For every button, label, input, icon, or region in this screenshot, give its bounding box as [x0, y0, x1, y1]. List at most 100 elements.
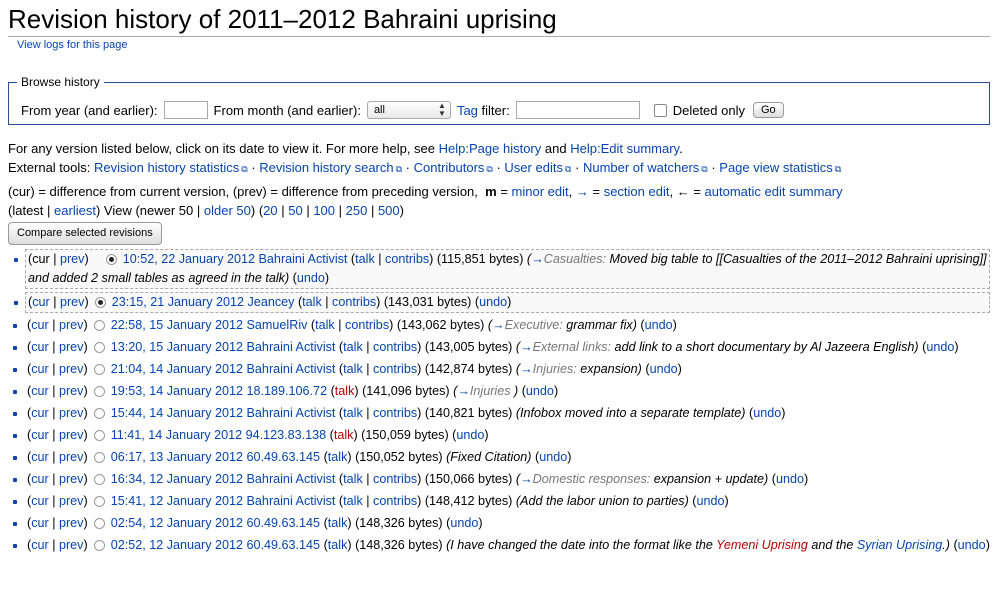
- external-tool-link[interactable]: Revision history statistics: [94, 160, 240, 175]
- user-link[interactable]: Bahraini Activist: [246, 494, 336, 508]
- earliest-link[interactable]: earliest: [54, 203, 96, 218]
- undo-link[interactable]: undo: [450, 516, 479, 530]
- user-talk-link[interactable]: talk: [302, 295, 322, 309]
- cur-link[interactable]: cur: [31, 494, 49, 508]
- limit-link[interactable]: 250: [345, 203, 368, 218]
- from-year-input[interactable]: [163, 101, 208, 119]
- user-talk-link[interactable]: talk: [343, 406, 363, 420]
- tag-filter-input[interactable]: [515, 101, 640, 119]
- user-contribs-link[interactable]: contribs: [373, 472, 418, 486]
- cur-link[interactable]: cur: [31, 362, 49, 376]
- revision-date-link[interactable]: 02:54, 12 January 2012: [110, 516, 244, 530]
- cur-link[interactable]: cur: [31, 318, 49, 332]
- summary-link[interactable]: Yemeni Uprising: [716, 538, 808, 552]
- oldid-radio[interactable]: [93, 386, 105, 397]
- section-arrow-icon[interactable]: →: [457, 384, 470, 398]
- cur-link[interactable]: cur: [31, 516, 49, 530]
- user-contribs-link[interactable]: contribs: [385, 252, 430, 266]
- cur-link[interactable]: cur: [31, 384, 49, 398]
- revision-date-link[interactable]: 06:17, 13 January 2012: [110, 450, 244, 464]
- older-link[interactable]: older 50: [203, 203, 251, 218]
- limit-link[interactable]: 500: [377, 203, 400, 218]
- undo-link[interactable]: undo: [649, 362, 678, 376]
- user-contribs-link[interactable]: contribs: [373, 362, 418, 376]
- user-link[interactable]: SamuelRiv: [246, 318, 308, 332]
- prev-link[interactable]: prev: [58, 450, 84, 464]
- user-link[interactable]: Bahraini Activist: [246, 406, 336, 420]
- oldid-radio[interactable]: [93, 320, 105, 331]
- user-link[interactable]: 60.49.63.145: [246, 516, 321, 530]
- user-contribs-link[interactable]: contribs: [332, 295, 377, 309]
- oldid-radio[interactable]: [93, 518, 105, 529]
- prev-link[interactable]: prev: [58, 384, 84, 398]
- user-talk-link[interactable]: talk: [355, 252, 375, 266]
- user-link[interactable]: Jeancey: [247, 295, 295, 309]
- prev-link[interactable]: prev: [58, 318, 84, 332]
- user-contribs-link[interactable]: contribs: [345, 318, 390, 332]
- user-talk-link[interactable]: talk: [327, 516, 348, 530]
- prev-link[interactable]: prev: [58, 362, 84, 376]
- section-arrow-icon[interactable]: →: [531, 252, 544, 266]
- undo-link[interactable]: undo: [926, 340, 955, 354]
- auto-summary-link[interactable]: automatic edit summary: [704, 184, 843, 199]
- user-link[interactable]: 94.123.83.138: [245, 428, 327, 442]
- user-talk-link[interactable]: talk: [343, 362, 363, 376]
- undo-link[interactable]: undo: [296, 271, 325, 285]
- undo-link[interactable]: undo: [525, 384, 554, 398]
- user-link[interactable]: Bahraini Activist: [258, 252, 348, 266]
- revision-date-link[interactable]: 16:34, 12 January 2012: [110, 472, 244, 486]
- oldid-radio[interactable]: [93, 408, 105, 419]
- view-logs-link[interactable]: View logs for this page: [17, 39, 128, 51]
- user-talk-link[interactable]: talk: [334, 384, 355, 398]
- external-tool-link[interactable]: Revision history search: [259, 160, 394, 175]
- user-talk-link[interactable]: talk: [327, 538, 348, 552]
- help-page-history-link[interactable]: Help:Page history: [438, 141, 542, 156]
- revision-date-link[interactable]: 23:15, 21 January 2012: [111, 295, 245, 309]
- revision-date-link[interactable]: 22:58, 15 January 2012: [110, 318, 244, 332]
- prev-link[interactable]: prev: [58, 340, 84, 354]
- section-arrow-icon[interactable]: →: [520, 362, 533, 376]
- cur-link[interactable]: cur: [32, 295, 50, 309]
- user-talk-link[interactable]: talk: [343, 340, 363, 354]
- limit-link[interactable]: 50: [288, 203, 303, 218]
- cur-link[interactable]: cur: [31, 450, 49, 464]
- cur-link[interactable]: cur: [31, 340, 49, 354]
- revision-date-link[interactable]: 13:20, 15 January 2012: [110, 340, 244, 354]
- user-link[interactable]: Bahraini Activist: [246, 472, 336, 486]
- oldid-radio[interactable]: [93, 342, 105, 353]
- prev-link[interactable]: prev: [58, 516, 84, 530]
- oldid-radio[interactable]: [105, 254, 117, 265]
- user-link[interactable]: 18.189.106.72: [246, 384, 328, 398]
- cur-link[interactable]: cur: [31, 428, 49, 442]
- undo-link[interactable]: undo: [456, 428, 485, 442]
- tag-link[interactable]: Tag: [456, 102, 478, 118]
- prev-link[interactable]: prev: [59, 252, 85, 266]
- undo-link[interactable]: undo: [775, 472, 804, 486]
- external-tool-link[interactable]: Contributors: [413, 160, 485, 175]
- prev-link[interactable]: prev: [58, 494, 84, 508]
- user-contribs-link[interactable]: contribs: [373, 494, 418, 508]
- go-button[interactable]: Go: [752, 102, 784, 118]
- section-edit-link[interactable]: section edit: [603, 184, 670, 199]
- oldid-radio[interactable]: [93, 474, 105, 485]
- section-arrow-icon[interactable]: →: [520, 340, 533, 354]
- limit-link[interactable]: 20: [263, 203, 278, 218]
- user-contribs-link[interactable]: contribs: [373, 340, 418, 354]
- user-talk-link[interactable]: talk: [343, 494, 363, 508]
- user-link[interactable]: Bahraini Activist: [246, 362, 336, 376]
- oldid-radio[interactable]: [93, 364, 105, 375]
- deleted-only-checkbox[interactable]: [653, 103, 667, 117]
- revision-date-link[interactable]: 21:04, 14 January 2012: [110, 362, 244, 376]
- undo-link[interactable]: undo: [753, 406, 782, 420]
- user-talk-link[interactable]: talk: [327, 450, 348, 464]
- revision-date-link[interactable]: 19:53, 14 January 2012: [110, 384, 244, 398]
- oldid-radio[interactable]: [93, 430, 105, 441]
- user-talk-link[interactable]: talk: [333, 428, 354, 442]
- revision-date-link[interactable]: 15:44, 14 January 2012: [110, 406, 244, 420]
- revision-date-link[interactable]: 11:41, 14 January 2012: [110, 428, 243, 442]
- oldid-radio[interactable]: [93, 452, 105, 463]
- external-tool-link[interactable]: Page view statistics: [719, 160, 833, 175]
- user-contribs-link[interactable]: contribs: [373, 406, 418, 420]
- compare-revisions-button[interactable]: Compare selected revisions: [8, 222, 162, 245]
- section-arrow-icon[interactable]: →: [520, 472, 533, 486]
